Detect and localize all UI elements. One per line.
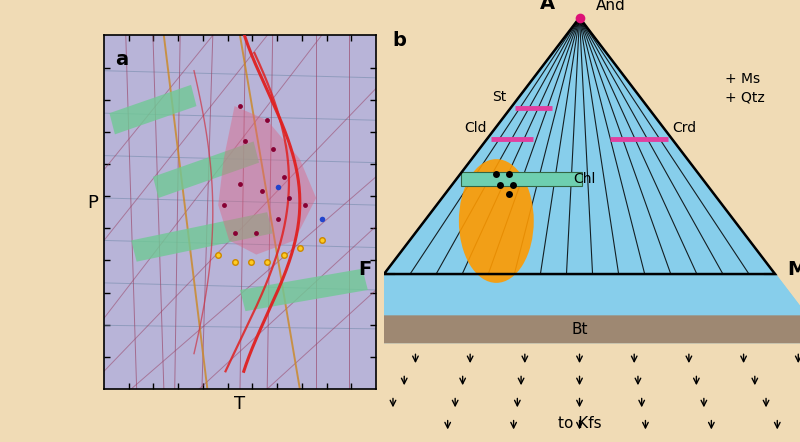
Polygon shape xyxy=(153,141,259,198)
Polygon shape xyxy=(332,316,800,343)
Text: A: A xyxy=(539,0,554,13)
Polygon shape xyxy=(332,274,800,343)
Text: Crd: Crd xyxy=(672,121,696,135)
Text: b: b xyxy=(392,31,406,50)
Polygon shape xyxy=(110,85,197,134)
Text: + Ms
+ Qtz: + Ms + Qtz xyxy=(725,72,765,105)
Polygon shape xyxy=(352,18,800,316)
Text: Chl: Chl xyxy=(573,172,595,186)
Text: Bt: Bt xyxy=(571,322,588,337)
Text: a: a xyxy=(115,50,128,69)
Text: St: St xyxy=(492,90,506,104)
Y-axis label: P: P xyxy=(87,194,98,212)
Polygon shape xyxy=(218,106,316,255)
Text: F: F xyxy=(358,260,371,279)
Polygon shape xyxy=(240,269,368,311)
Text: M: M xyxy=(787,260,800,279)
Ellipse shape xyxy=(459,159,534,283)
Bar xyxy=(461,172,582,186)
Text: Cld: Cld xyxy=(464,121,487,135)
Text: to Kfs: to Kfs xyxy=(558,416,602,431)
X-axis label: T: T xyxy=(234,395,246,412)
Text: And: And xyxy=(596,0,626,13)
Polygon shape xyxy=(131,212,273,262)
